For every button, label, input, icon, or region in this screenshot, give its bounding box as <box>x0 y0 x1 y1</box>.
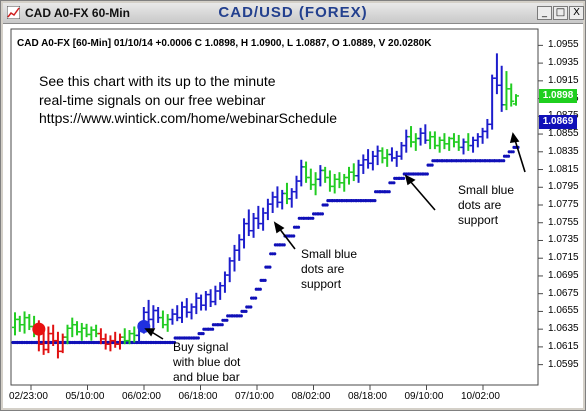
price-chart[interactable] <box>3 24 583 408</box>
x-tick-label: 08/02:00 <box>291 391 331 402</box>
support-annotation-right: Small blue dots are support <box>458 183 515 227</box>
support-dot <box>292 234 296 238</box>
chart-background <box>3 24 583 408</box>
y-tick-marks <box>538 44 543 366</box>
arrow-support-right <box>409 180 436 211</box>
support-price-badge: 1.0869 <box>539 114 577 129</box>
y-tick-label: 1.0795 <box>548 181 579 193</box>
y-tick-label: 1.0815 <box>548 163 579 175</box>
y-tick-label: 1.0755 <box>548 216 579 228</box>
support-dot <box>172 340 177 345</box>
support-dot <box>430 163 434 167</box>
support-dot <box>273 252 277 256</box>
x-tick-label: 06/18:00 <box>178 391 218 402</box>
support-dot <box>239 314 243 318</box>
support-dot <box>392 181 396 185</box>
arrow-support-right-head <box>404 174 416 186</box>
x-tick-label: 02/23:00 <box>9 391 48 402</box>
y-tick-label: 1.0775 <box>548 199 579 210</box>
y-tick-label: 1.0635 <box>548 323 579 335</box>
last-price-badge: 1.0898 <box>539 88 577 103</box>
title-bar[interactable]: CAD A0-FX 60-Min CAD/USD (FOREX) _ □ X <box>3 3 584 24</box>
support-dot <box>502 159 506 163</box>
support-dot <box>296 225 301 229</box>
support-dot <box>249 305 253 309</box>
y-tick-label: 1.0715 <box>548 252 579 264</box>
y-tick-label: 1.0655 <box>548 305 579 317</box>
minimize-button[interactable]: _ <box>537 6 552 20</box>
support-dot <box>201 332 205 336</box>
arrow-latest-head <box>509 132 520 143</box>
y-tick-label: 1.0695 <box>548 269 579 281</box>
annotation-arrows <box>144 132 526 340</box>
support-dot <box>282 243 286 247</box>
y-tick-label: 1.0835 <box>548 145 579 157</box>
support-dot <box>401 176 406 180</box>
support-dot <box>244 309 248 313</box>
support-annotation-mid: Small blue dots are support <box>301 247 358 291</box>
x-tick-label: 06/02:00 <box>122 391 161 402</box>
support-dot <box>254 296 258 300</box>
support-dot <box>268 265 272 269</box>
arrow-buy-head <box>144 328 156 337</box>
x-tick-label: 07/10:00 <box>235 391 274 402</box>
support-dot <box>325 203 329 207</box>
support-dot <box>425 172 429 176</box>
price-bars <box>12 53 519 359</box>
x-tick-label: 05/10:00 <box>65 391 105 402</box>
maximize-button[interactable]: □ <box>553 6 568 20</box>
signal-dot <box>32 322 46 336</box>
support-dot <box>220 323 224 327</box>
x-tick-label: 10/02:00 <box>461 391 500 402</box>
y-tick-label: 1.0675 <box>548 287 579 299</box>
window-title: CAD A0-FX 60-Min <box>25 6 130 20</box>
arrow-support-mid-head <box>273 221 285 234</box>
support-dot <box>506 154 511 158</box>
arrow-support-mid <box>278 227 296 250</box>
support-dot <box>387 190 391 194</box>
y-tick-label: 1.0595 <box>548 358 579 370</box>
support-dot <box>225 318 229 322</box>
support-dot <box>511 150 515 154</box>
support-dot <box>196 336 200 340</box>
promo-line-1: See this chart with its up to the minute <box>39 73 276 89</box>
support-dot <box>258 287 262 291</box>
y-tick-label: 1.0955 <box>548 39 579 51</box>
ohlc-info-line: CAD A0-FX [60-Min] 01/10/14 +0.0006 C 1.… <box>17 38 432 49</box>
support-dot <box>373 199 377 203</box>
x-tick-label: 09/10:00 <box>404 391 444 402</box>
support-dot <box>311 216 315 220</box>
x-tick-label: 08/18:00 <box>348 391 387 402</box>
support-dot <box>320 212 324 216</box>
promo-line-2: real-time signals on our free webinar <box>39 92 266 108</box>
y-tick-label: 1.0735 <box>548 234 579 246</box>
support-dot <box>211 327 215 331</box>
y-tick-label: 1.0915 <box>548 74 579 86</box>
y-tick-label: 1.0935 <box>548 57 579 69</box>
promo-url[interactable]: https://www.wintick.com/home/webinarSche… <box>39 110 338 126</box>
arrow-latest <box>514 139 526 173</box>
close-button[interactable]: X <box>569 6 584 20</box>
y-tick-label: 1.0615 <box>548 340 579 352</box>
support-dot <box>263 278 267 282</box>
x-tick-marks <box>30 385 484 390</box>
buy-signal-annotation: Buy signal with blue dot and blue bar <box>173 340 241 384</box>
y-tick-label: 1.0855 <box>548 128 579 140</box>
chart-app-icon <box>7 6 20 19</box>
